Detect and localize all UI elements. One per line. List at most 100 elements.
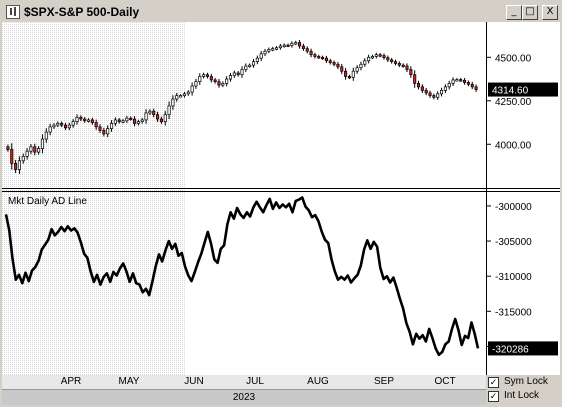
candle-body [52,124,56,128]
candle-body [167,105,171,116]
candle-body [21,156,25,162]
minimize-button[interactable]: _ [506,5,522,20]
candle-body [217,81,221,86]
candlestick-series [6,39,478,174]
candle-body [401,64,405,67]
candle-body [71,121,75,126]
candle-body [298,42,302,47]
sym-lock-checkbox[interactable]: ✓ [488,377,499,388]
candle-body [409,69,413,76]
candle-body [209,76,213,81]
candle-body [60,123,64,126]
candle-body [106,128,110,135]
candle-body [251,61,256,66]
ad-axis-tick-label: -310000 [495,272,532,283]
candle-body [232,72,236,76]
candle-body [40,138,44,149]
candle-body [428,92,432,96]
title-bar[interactable]: $SPX-S&P 500-Daily _ □ X [2,2,560,23]
price-axis-tick-label: 4000.00 [495,140,532,151]
candle-body [79,116,83,120]
month-label-jul: JUL [246,376,264,387]
candle-body [374,54,378,57]
candle-body [179,95,183,98]
candle-body [6,146,10,150]
price-axis-labels: 4000.004250.004500.004314.60-320000-3150… [486,53,558,356]
candle-body [190,85,194,93]
candle-body [109,123,114,129]
candle-body [56,123,60,126]
candle-body [117,119,121,123]
candle-body [324,57,328,62]
candle-body [328,60,332,63]
month-strip: APR MAY JUN JUL AUG SEP OCT [2,375,486,390]
candle-body [378,54,382,57]
candle-body [367,56,371,62]
candle-body [255,57,259,63]
ad-line-path [4,196,480,357]
candle-body [271,48,275,51]
candle-body [290,43,294,46]
candle-body [370,56,375,59]
candle-body [171,98,175,107]
candle-body [405,65,409,70]
candle-body [44,131,48,140]
candle-body [205,74,210,77]
candle-body [344,70,348,77]
candle-body [386,57,390,61]
candle-body [182,93,186,96]
candle-body [355,67,359,72]
maximize-button[interactable]: □ [522,5,538,20]
candle-body [463,79,467,83]
candle-body [83,118,87,122]
candle-body [202,74,206,77]
candle-body [436,93,440,98]
month-label-sep: SEP [373,376,395,387]
int-lock-checkbox[interactable]: ✓ [488,391,499,402]
candle-body [125,117,129,122]
candle-body [274,47,279,50]
candle-body [75,116,79,123]
candle-body [194,81,198,87]
candle-body [175,95,179,100]
candle-body [148,110,152,114]
price-axis-last-value-label: 4314.60 [492,86,529,97]
candle-body [136,121,140,124]
close-button[interactable]: X [542,5,558,20]
candle-body [263,50,267,55]
candle-body [67,124,71,129]
candle-body [278,45,282,49]
candle-body [267,49,271,52]
candle-body [152,110,156,116]
year-label: 2023 [232,392,256,403]
candle-body [393,61,398,64]
candle-body [347,76,351,79]
ad-axis-tick-label: -315000 [495,307,532,318]
candle-body [455,79,459,82]
month-label-apr: APR [60,376,82,387]
candle-body [144,112,148,121]
candle-body [317,56,321,59]
candle-body [63,124,68,129]
candle-body [25,150,29,157]
candle-body [451,79,455,84]
sym-lock-label: Sym Lock [504,376,548,387]
candle-body [133,118,137,124]
candle-body [48,126,52,133]
candle-body [321,56,325,60]
ad-line-title: Mkt Daily AD Line [8,196,87,207]
candle-body [466,82,470,85]
price-axis-tick-label: 4500.00 [495,53,532,64]
candle-body [17,160,21,170]
ad-axis-tick-label: -305000 [495,237,532,248]
candle-body [140,119,144,123]
time-axis: APR MAY JUN JUL AUG SEP OCT 2023 ✓ Sym L… [2,375,560,405]
price-axis-last-value-box [488,82,558,97]
candle-body [459,79,463,82]
candle-body [129,117,133,121]
chart-area[interactable]: Mkt Daily AD Line 4000.00 4250.00 4500.00 4… [2,22,560,375]
candle-body [305,48,309,52]
chart-canvas[interactable]: Mkt Daily AD Line 4000.00 4250.00 4500.00 4… [2,22,560,375]
candle-body [309,50,313,56]
candle-body [424,89,428,94]
